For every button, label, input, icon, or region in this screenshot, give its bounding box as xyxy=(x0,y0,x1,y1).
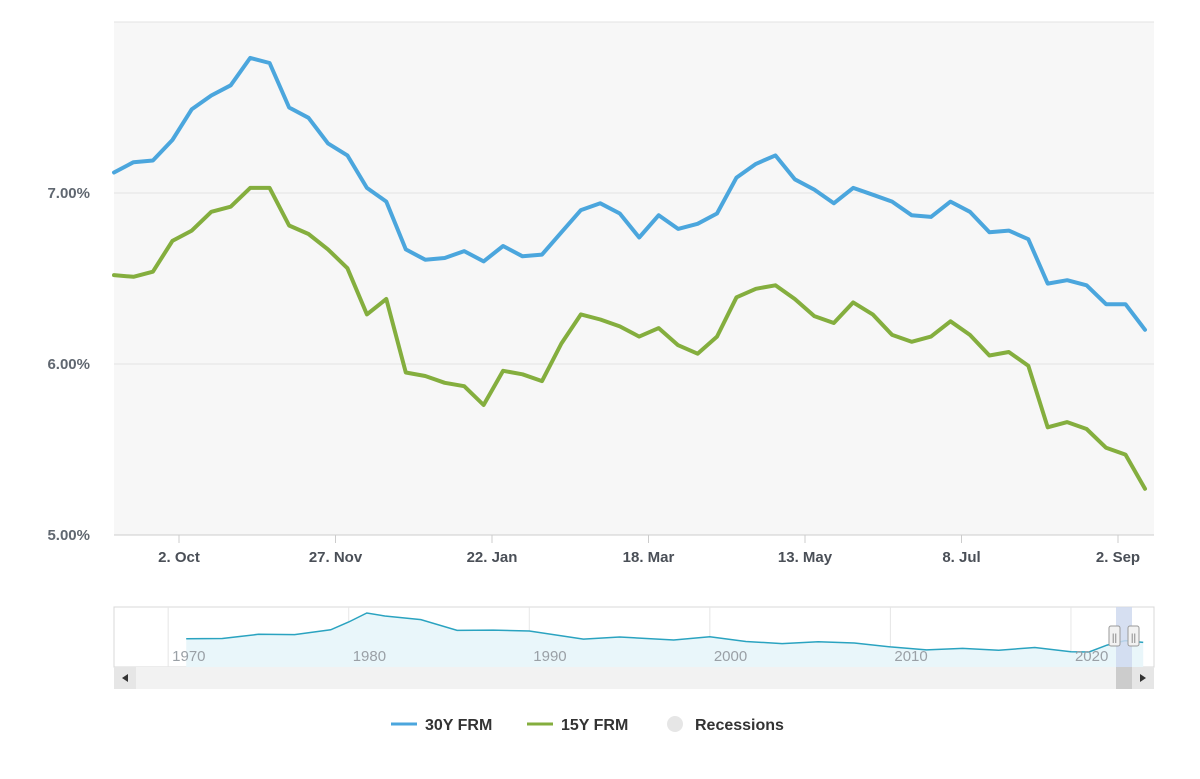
navigator-tick-label: 2020 xyxy=(1075,648,1108,665)
legend-label-recessions: Recessions xyxy=(695,717,784,734)
scrollbar[interactable] xyxy=(114,667,1154,689)
legend-item-recessions[interactable]: Recessions xyxy=(667,716,784,734)
arrow-left-icon xyxy=(122,674,128,682)
x-axis-ticks: 2. Oct 27. Nov 22. Jan 18. Mar 13. May 8. Jul… xyxy=(158,535,1140,566)
navigator-selection[interactable] xyxy=(1116,607,1132,667)
legend-swatch-recessions xyxy=(667,716,683,732)
navigator-left-handle[interactable]: || xyxy=(1108,625,1121,647)
legend-label-30y: 30Y FRM xyxy=(425,717,492,734)
scroll-left-button[interactable] xyxy=(114,667,136,689)
legend-label-15y: 15Y FRM xyxy=(561,717,628,734)
series-line-30y xyxy=(112,55,1147,332)
x-tick-label: 13. May xyxy=(778,549,833,566)
x-tick-label: 2. Sep xyxy=(1096,549,1140,566)
navigator-line xyxy=(186,612,1144,653)
navigator-tick-label: 1990 xyxy=(533,648,566,665)
scroll-right-button[interactable] xyxy=(1132,667,1154,689)
scrollbar-thumb[interactable] xyxy=(1116,667,1132,689)
navigator-tick-label: 1970 xyxy=(172,648,205,665)
navigator-right-handle[interactable]: || xyxy=(1127,625,1140,647)
scrollbar-track[interactable] xyxy=(114,667,1154,689)
x-tick-label: 18. Mar xyxy=(623,549,675,566)
navigator-tick-label: 1980 xyxy=(353,648,386,665)
navigator-right-handle-grip: || xyxy=(1131,633,1136,644)
y-tick-label: 7.00% xyxy=(47,185,90,202)
navigator-tick-label: 2010 xyxy=(894,648,927,665)
navigator-tick-label: 2000 xyxy=(714,648,747,665)
legend-item-30y[interactable]: 30Y FRM xyxy=(391,717,492,734)
legend: 30Y FRM 15Y FRM Recessions xyxy=(391,716,784,734)
plot-background xyxy=(114,22,1154,535)
y-axis-ticks: 5.00% 6.00% 7.00% xyxy=(47,185,90,544)
x-tick-label: 27. Nov xyxy=(309,549,363,566)
x-tick-label: 2. Oct xyxy=(158,549,200,566)
series-lines xyxy=(112,55,1147,491)
legend-item-15y[interactable]: 15Y FRM xyxy=(527,717,628,734)
y-tick-label: 6.00% xyxy=(47,356,90,373)
navigator-ticks: 1970 1980 1990 2000 2010 2020 xyxy=(172,648,1108,665)
arrow-right-icon xyxy=(1140,674,1146,682)
grid-lines xyxy=(114,21,1154,536)
navigator-left-handle-grip: || xyxy=(1112,633,1117,644)
y-tick-label: 5.00% xyxy=(47,527,90,544)
navigator[interactable]: 1970 1980 1990 2000 2010 2020 || || xyxy=(113,606,1155,668)
x-tick-label: 22. Jan xyxy=(467,549,518,566)
x-tick-label: 8. Jul xyxy=(942,549,980,566)
series-line-15y xyxy=(112,185,1147,491)
